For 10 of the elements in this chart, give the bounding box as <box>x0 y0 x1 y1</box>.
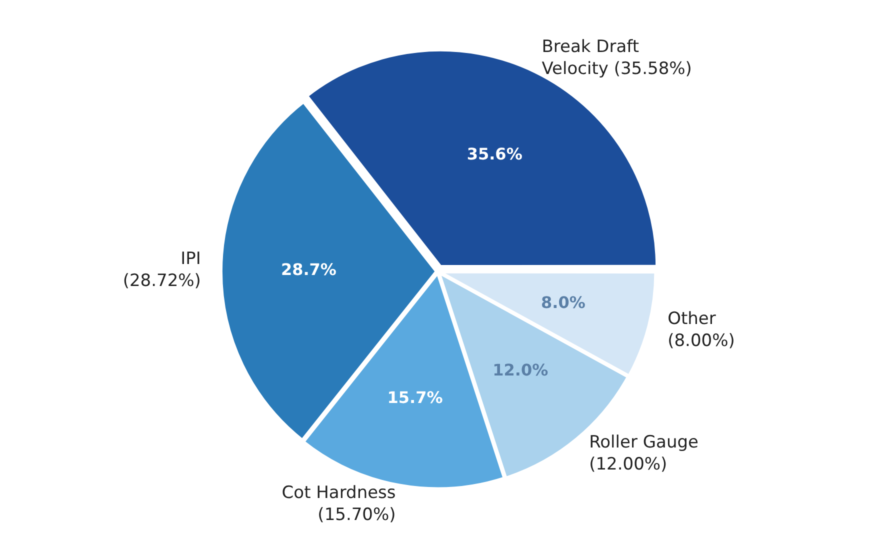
data-label: 35.6% <box>466 144 522 164</box>
data-label: 28.7% <box>280 260 336 280</box>
slice-label: Roller Gauge (12.00%) <box>589 432 698 475</box>
slice-label: IPI (28.72%) <box>122 249 201 292</box>
slice-label: Break Draft Velocity (35.58%) <box>542 36 692 79</box>
slice-label: Cot Hardness (15.70%) <box>282 483 396 526</box>
slice-label: Other (8.00%) <box>668 308 735 351</box>
data-label: 12.0% <box>492 360 548 380</box>
data-label: 15.7% <box>387 388 443 407</box>
data-label: 8.0% <box>541 292 586 312</box>
